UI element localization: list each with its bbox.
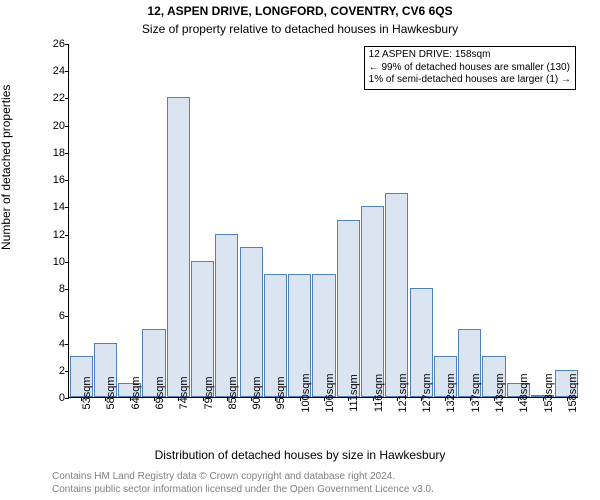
x-tick-label: 90sqm: [251, 376, 263, 409]
x-tick-label: 127sqm: [421, 373, 433, 412]
y-tick-label: 6: [35, 310, 65, 322]
plot-axes: 0246810121416182022242653sqm58sqm64sqm69…: [68, 44, 578, 398]
y-tick-label: 2: [35, 365, 65, 377]
x-tick-label: 148sqm: [518, 373, 530, 412]
x-axis-label: Distribution of detached houses by size …: [0, 448, 600, 462]
y-tick-label: 18: [35, 147, 65, 159]
x-tick-label: 79sqm: [203, 376, 215, 409]
x-tick-label: 95sqm: [275, 376, 287, 409]
x-tick-label: 58sqm: [105, 376, 117, 409]
x-tick-label: 53sqm: [81, 376, 93, 409]
y-tick-mark: [65, 71, 69, 72]
y-tick-label: 10: [35, 256, 65, 268]
y-tick-label: 16: [35, 174, 65, 186]
y-axis-label: Number of detached properties: [0, 85, 13, 250]
y-tick-label: 14: [35, 201, 65, 213]
bar: [167, 97, 190, 397]
x-tick-label: 74sqm: [178, 376, 190, 409]
x-tick-label: 137sqm: [470, 373, 482, 412]
y-tick-mark: [65, 98, 69, 99]
y-tick-mark: [65, 316, 69, 317]
y-tick-mark: [65, 207, 69, 208]
chart-title-address: 12, ASPEN DRIVE, LONGFORD, COVENTRY, CV6…: [0, 4, 600, 18]
x-tick-label: 158sqm: [567, 373, 579, 412]
y-tick-label: 4: [35, 338, 65, 350]
plot-area: 0246810121416182022242653sqm58sqm64sqm69…: [68, 44, 578, 398]
y-tick-mark: [65, 235, 69, 236]
annotation-line1: 12 ASPEN DRIVE: 158sqm: [369, 49, 571, 62]
x-tick-label: 100sqm: [300, 373, 312, 412]
y-tick-mark: [65, 398, 69, 399]
x-tick-label: 153sqm: [543, 373, 555, 412]
annotation-line3: 1% of semi-detached houses are larger (1…: [369, 74, 571, 87]
y-tick-label: 20: [35, 120, 65, 132]
y-tick-label: 8: [35, 283, 65, 295]
y-tick-mark: [65, 126, 69, 127]
x-tick-label: 85sqm: [227, 376, 239, 409]
x-tick-label: 64sqm: [130, 376, 142, 409]
bar: [240, 247, 263, 397]
y-tick-mark: [65, 153, 69, 154]
x-tick-label: 132sqm: [445, 373, 457, 412]
x-tick-label: 143sqm: [494, 373, 506, 412]
y-tick-label: 12: [35, 229, 65, 241]
annotation-line2: ← 99% of detached houses are smaller (13…: [369, 62, 571, 75]
chart-container: 12, ASPEN DRIVE, LONGFORD, COVENTRY, CV6…: [0, 0, 600, 500]
x-tick-label: 69sqm: [154, 376, 166, 409]
annotation-box: 12 ASPEN DRIVE: 158sqm ← 99% of detached…: [364, 46, 576, 90]
y-tick-mark: [65, 371, 69, 372]
y-tick-mark: [65, 180, 69, 181]
bar: [361, 206, 384, 397]
y-tick-label: 0: [35, 392, 65, 404]
x-tick-label: 106sqm: [324, 373, 336, 412]
x-tick-label: 121sqm: [397, 373, 409, 412]
footnote-line1: Contains HM Land Registry data © Crown c…: [52, 471, 434, 484]
y-tick-mark: [65, 344, 69, 345]
y-tick-label: 26: [35, 38, 65, 50]
bar: [215, 234, 238, 397]
footnote-line2: Contains public sector information licen…: [52, 484, 434, 497]
y-tick-label: 22: [35, 92, 65, 104]
x-tick-label: 111sqm: [348, 374, 360, 412]
chart-subtitle: Size of property relative to detached ho…: [0, 22, 600, 36]
bar: [385, 193, 408, 397]
footnote: Contains HM Land Registry data © Crown c…: [52, 471, 434, 496]
bar: [337, 220, 360, 397]
y-tick-mark: [65, 44, 69, 45]
y-tick-mark: [65, 262, 69, 263]
y-tick-label: 24: [35, 65, 65, 77]
y-tick-mark: [65, 289, 69, 290]
x-tick-label: 116sqm: [373, 374, 385, 412]
